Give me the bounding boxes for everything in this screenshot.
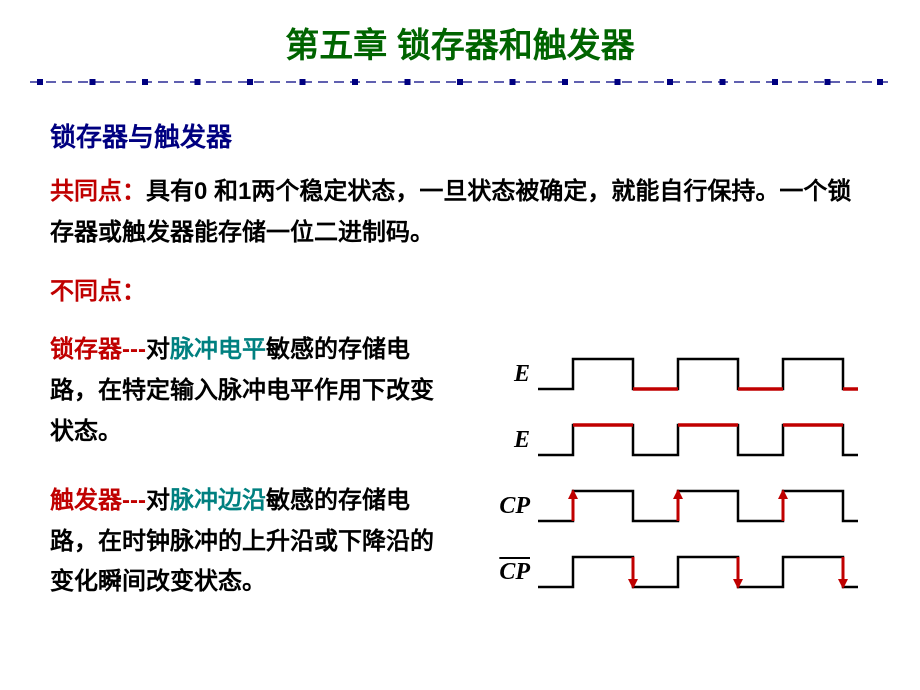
latch-label: 锁存器--- (50, 336, 146, 363)
wave-row-2: CP (480, 482, 880, 530)
title-divider (30, 75, 890, 87)
wave-row-0: E (480, 350, 880, 398)
ff-highlight: 脉冲边沿 (170, 487, 266, 514)
latch-para: 锁存器---对脉冲电平敏感的存储电路，在特定输入脉冲电平作用下改变状态。 (50, 330, 450, 452)
section-subtitle: 锁存器与触发器 (50, 117, 870, 154)
ff-para: 触发器---对脉冲边沿敏感的存储电路，在时钟脉冲的上升沿或下降沿的变化瞬间改变状… (50, 481, 450, 603)
wave-label: CP (480, 559, 530, 586)
ff-pre: 对 (146, 487, 170, 514)
waveform-svg (538, 552, 858, 592)
common-label: 共同点： (50, 178, 146, 205)
wave-label: E (480, 427, 530, 454)
subtitle-text: 锁存器与触发器 (50, 122, 232, 152)
ff-label: 触发器--- (50, 487, 146, 514)
common-point-para: 共同点：具有0 和1两个稳定状态，一旦状态被确定，就能自行保持。一个锁存器或触发… (50, 172, 870, 254)
chapter-title: 第五章 锁存器和触发器 (0, 0, 920, 67)
common-text: 具有0 和1两个稳定状态，一旦状态被确定，就能自行保持。一个锁存器或触发器能存储… (50, 178, 851, 246)
waveform-svg (538, 420, 858, 460)
waveform-svg (538, 486, 858, 526)
waveform-svg (538, 354, 858, 394)
latch-pre: 对 (146, 336, 170, 363)
title-text: 第五章 锁存器和触发器 (285, 27, 634, 65)
left-column: 锁存器---对脉冲电平敏感的存储电路，在特定输入脉冲电平作用下改变状态。 触发器… (50, 330, 450, 603)
diff-point-label: 不同点： (50, 272, 870, 313)
wave-label: CP (480, 493, 530, 520)
wave-row-1: E (480, 416, 880, 464)
diff-label: 不同点： (50, 278, 146, 305)
latch-highlight: 脉冲电平 (170, 336, 266, 363)
waveform-diagram: E E CP CP (480, 350, 880, 614)
wave-label: E (480, 361, 530, 388)
wave-row-3: CP (480, 548, 880, 596)
